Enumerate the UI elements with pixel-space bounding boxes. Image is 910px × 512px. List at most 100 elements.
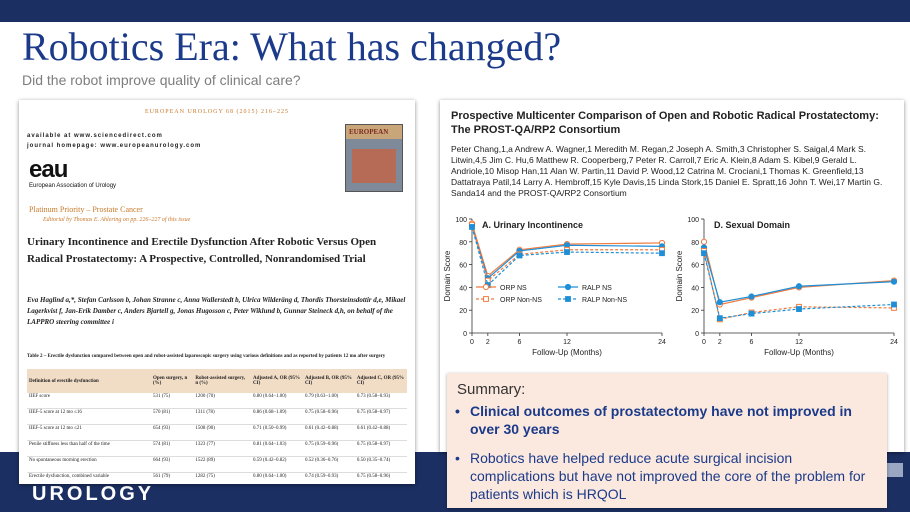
data-point (748, 293, 755, 300)
chart-title: A. Urinary Incontinence (482, 220, 583, 230)
priority-label: Platinum Priority – Prostate Cancer (29, 205, 143, 214)
table-cell: 0.73 (0.58–0.93) (354, 393, 407, 409)
x-axis-label: Follow-Up (Months) (532, 348, 602, 357)
y-tick-label: 40 (691, 285, 699, 292)
table-header-cell: Adjusted C, OR (95% CI) (354, 369, 407, 393)
table-cell: 0.50 (0.35–0.74) (354, 456, 407, 473)
y-tick-label: 0 (695, 331, 699, 338)
availability-block: available at www.sciencedirect.com journ… (27, 131, 201, 151)
data-point (700, 238, 708, 245)
data-point (564, 249, 570, 255)
table-header-cell: Open surgery, n (%) (151, 369, 194, 393)
table-cell: No spontaneous morning erection (27, 456, 151, 473)
y-tick-label: 0 (463, 331, 467, 338)
table-cell: 0.74 (0.59–0.93) (302, 472, 355, 484)
summary-heading: Summary: (457, 381, 526, 398)
journal-cover-image: EUROPEAN (345, 124, 403, 192)
table-cell: 664 (93) (151, 456, 194, 473)
legend-marker (482, 283, 490, 291)
table-row: No spontaneous morning erection 664 (93) 1… (27, 456, 407, 473)
paper-authors: Peter Chang,1,a Andrew A. Wagner,1 Mered… (451, 144, 883, 198)
data-point (469, 224, 475, 230)
table-cell: 0.75 (0.58–0.97) (354, 440, 407, 457)
y-tick-label: 20 (691, 308, 699, 315)
summary-bullet: • Robotics have helped reduce acute surg… (455, 449, 875, 505)
y-tick-label: 100 (687, 217, 699, 224)
table-cell: 0.61 (0.42–0.88) (302, 424, 355, 441)
eau-logo: eau (29, 156, 68, 183)
table-cell: 0.75 (0.59–0.96) (302, 440, 355, 457)
table-cell: 0.61 (0.42–0.88) (354, 424, 407, 441)
summary-box: Summary: • Clinical outcomes of prostate… (447, 373, 887, 508)
data-point (796, 306, 802, 312)
x-tick-label: 0 (702, 339, 706, 346)
homepage-line: journal homepage: www.europeanurology.co… (27, 143, 202, 149)
sexual-domain-chart: D. Sexual Domain 0 20 40 60 80 100 0 2 6 12 24 Follo… (675, 217, 898, 357)
paper-title: Prospective Multicenter Comparison of Op… (451, 110, 879, 136)
bullet-text: Clinical outcomes of prostatectomy have … (470, 403, 852, 437)
y-tick-label: 40 (459, 285, 467, 292)
table-cell: 1508 (90) (193, 424, 252, 441)
eau-logo-caption: European Association of Urology (29, 183, 117, 189)
legend-marker (565, 296, 571, 302)
data-point (716, 299, 723, 306)
footer-accent (885, 463, 903, 477)
urinary-incontinence-chart: A. Urinary Incontinence 0 20 40 60 80 100 0 2 6 12… (443, 217, 666, 357)
series-line-ralp-non-ns (471, 226, 663, 287)
slide-subtitle: Did the robot improve quality of clinica… (22, 72, 301, 88)
table-row: Erectile dysfunction, combined variable 5… (27, 472, 407, 484)
y-tick-label: 20 (459, 308, 467, 315)
legend-marker (483, 296, 489, 302)
x-tick-label: 12 (563, 339, 571, 346)
table-header-cell: Adjusted B, OR (95% CI) (302, 369, 355, 393)
table-cell: IIEF score (27, 393, 151, 409)
table-caption: Table 2 – Erectile dysfunction compared … (27, 354, 386, 359)
data-point (516, 252, 523, 259)
results-table: Definition of erectile dysfunction Open s… (27, 369, 407, 484)
table-cell: 0.59 (0.42–0.82) (251, 456, 303, 473)
table-cell: 0.79 (0.63–1.00) (302, 393, 355, 409)
legend-label: RALP Non-NS (582, 297, 627, 304)
paper-title: Urinary Incontinence and Erectile Dysfun… (27, 236, 377, 265)
y-tick-label: 80 (691, 240, 699, 247)
table-row: IIEF-5 score at 12 mo ≤16 570 (81) 1311 (7… (27, 408, 407, 425)
paper-authors: Eva Haglind a,*, Stefan Carlsson b, Joha… (27, 296, 406, 326)
table-cell: 1522 (89) (193, 456, 252, 473)
top-bar (0, 0, 910, 22)
data-point (890, 278, 898, 285)
y-tick-label: 100 (455, 217, 467, 224)
chart-title: D. Sexual Domain (714, 220, 790, 230)
y-tick-label: 60 (691, 263, 699, 270)
x-tick-label: 12 (795, 339, 803, 346)
data-point (659, 250, 665, 257)
series-line-ralp-ns (703, 247, 895, 303)
table-cell: 0.80 (0.64–1.00) (251, 472, 303, 484)
y-axis-label: Domain Score (675, 250, 684, 301)
summary-bullet: • Clinical outcomes of prostatectomy hav… (455, 402, 875, 442)
table-cell: 561 (79) (151, 472, 194, 484)
table-cell: 0.75 (0.58–0.96) (354, 472, 407, 484)
journal-line: EUROPEAN UROLOGY 68 (2015) 216–225 (144, 109, 290, 115)
series-line-orp-ns (703, 241, 895, 306)
table-cell: 1311 (78) (193, 408, 252, 425)
table-cell: IIEF-5 score at 12 mo ≤21 (27, 424, 151, 441)
table-cell: 0.81 (0.64–1.03) (251, 440, 303, 457)
x-tick-label: 6 (750, 339, 754, 346)
table-cell: Penile stiffness less than half of the t… (27, 440, 151, 457)
data-point (748, 310, 755, 317)
y-tick-label: 80 (459, 240, 467, 247)
eu-paper-clipping: EUROPEAN UROLOGY 68 (2015) 216–225 avail… (19, 100, 415, 484)
table-header-cell: Definition of erectile dysfunction (27, 369, 151, 393)
legend-label: ORP Non-NS (500, 297, 542, 304)
table-cell: IIEF-5 score at 12 mo ≤16 (27, 408, 151, 425)
x-axis-label: Follow-Up (Months) (764, 348, 834, 357)
data-point (891, 301, 897, 308)
table-cell: 0.75 (0.58–0.96) (302, 408, 355, 425)
table-cell: 1200 (70) (193, 393, 252, 409)
table-row: IIEF-5 score at 12 mo ≤21 654 (93) 1508 (9… (27, 424, 407, 441)
x-tick-label: 24 (658, 339, 666, 346)
table-cell: 570 (81) (151, 408, 194, 425)
editorial-line: Editorial by Thomas E. Ahlering on pp. 2… (43, 217, 191, 223)
data-point (701, 250, 707, 257)
x-tick-label: 2 (486, 339, 490, 346)
